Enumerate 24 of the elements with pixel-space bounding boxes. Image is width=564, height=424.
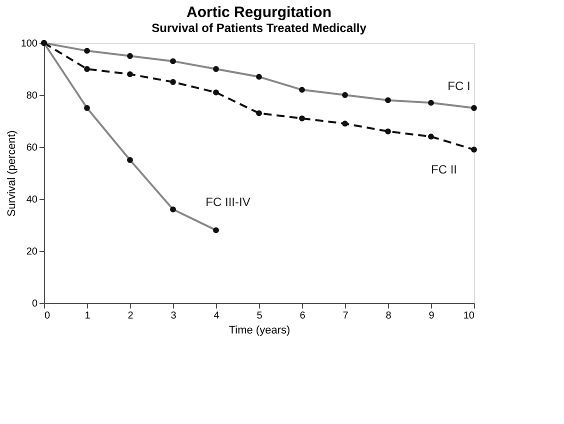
x-tick-label: 0 — [44, 310, 50, 322]
y-axis-title: Survival (percent) — [6, 130, 18, 217]
x-tick-label: 5 — [256, 310, 263, 322]
y-tick-label: 0 — [32, 298, 38, 310]
chart-title: Aortic Regurgitation — [186, 4, 332, 21]
x-tick-label: 1 — [84, 310, 91, 322]
x-tick-label: 9 — [428, 310, 435, 322]
x-tick-label: 8 — [386, 310, 392, 322]
y-tick-label: 20 — [26, 246, 38, 258]
chart-subtitle: Survival of Patients Treated Medically — [152, 21, 367, 35]
series-label: FC II — [431, 162, 457, 177]
y-tick-label: 60 — [26, 142, 38, 154]
x-tick-label: 6 — [300, 310, 306, 322]
x-tick-label: 10 — [463, 310, 475, 322]
series-label: FC III-IV — [206, 195, 250, 210]
x-tick-label: 2 — [128, 310, 134, 322]
x-axis-title: Time (years) — [228, 324, 290, 336]
x-tick-label: 3 — [170, 310, 177, 322]
x-tick-label: 7 — [342, 310, 349, 322]
series-label: FC I — [448, 79, 470, 93]
y-tick-label: 100 — [20, 38, 38, 50]
y-tick-label: 40 — [26, 194, 38, 206]
y-tick-label: 80 — [26, 90, 38, 102]
x-tick-label: 4 — [214, 310, 220, 322]
